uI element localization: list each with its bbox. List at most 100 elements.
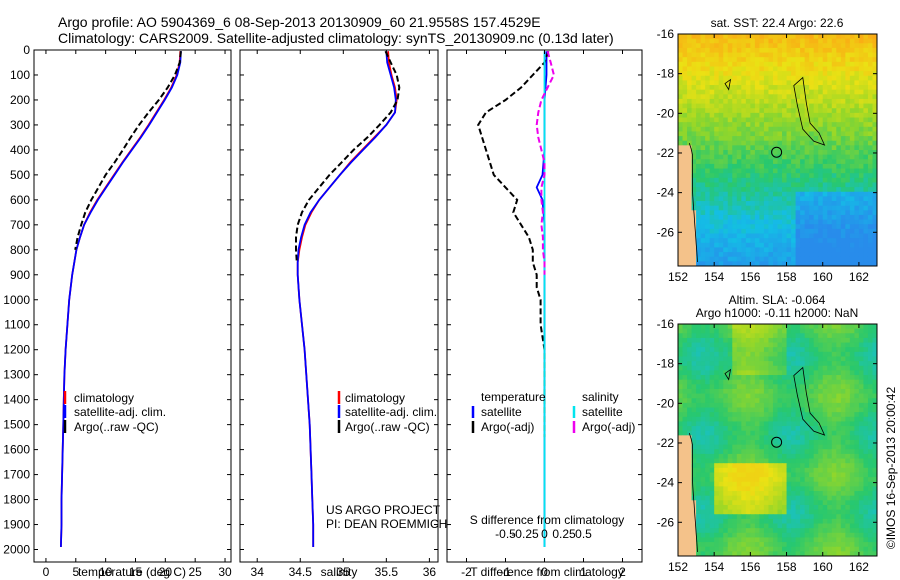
map-cell — [795, 491, 801, 497]
map-cell — [727, 252, 733, 258]
map-cell — [714, 532, 720, 539]
map-cell — [768, 117, 774, 123]
map-cell — [768, 518, 774, 525]
map-cell — [863, 528, 869, 534]
map-cell — [845, 108, 851, 114]
map-cell — [736, 140, 742, 146]
map-cell — [687, 145, 693, 151]
map-cell — [804, 43, 810, 49]
map-cell — [750, 182, 756, 188]
map-cell — [754, 416, 761, 423]
map-y-tick-label: -18 — [657, 357, 675, 371]
map-cell — [863, 214, 869, 221]
map-cell — [795, 444, 801, 450]
map-cell — [791, 402, 797, 409]
map-cell — [768, 57, 774, 63]
map-cell — [718, 393, 724, 399]
map-cell — [840, 173, 846, 179]
map-cell — [732, 159, 738, 165]
map-cell — [786, 247, 792, 253]
map-cell — [827, 126, 833, 133]
map-cell — [727, 182, 733, 188]
map-cell — [813, 467, 819, 474]
map-cell — [768, 131, 774, 137]
map-cell — [727, 163, 733, 170]
map-cell — [858, 242, 865, 249]
map-cell — [804, 182, 810, 188]
map-cell — [718, 261, 724, 266]
map-cell — [822, 435, 828, 441]
map-cell — [822, 196, 828, 202]
map-cell — [691, 546, 697, 552]
map-cell — [732, 402, 738, 409]
map-cell — [696, 356, 702, 362]
map-cell — [759, 57, 765, 63]
map-cell — [763, 126, 770, 133]
map-cell — [682, 196, 688, 202]
map-cell — [763, 89, 770, 95]
map-cell — [705, 472, 711, 478]
map-cell — [849, 122, 855, 128]
map-cell — [736, 324, 742, 330]
map-cell — [777, 247, 783, 253]
map-cell — [804, 551, 810, 556]
map-cell — [714, 416, 720, 423]
map-cell — [700, 463, 706, 469]
map-cell — [813, 324, 819, 330]
map-cell — [745, 370, 751, 376]
map-cell — [696, 430, 702, 436]
map-cell — [795, 361, 801, 367]
map-cell — [827, 546, 833, 552]
map-cell — [854, 71, 860, 77]
map-cell — [763, 495, 770, 501]
map-cell — [714, 324, 720, 330]
map-cell — [827, 337, 833, 344]
map-cell — [709, 117, 715, 123]
map-cell — [754, 150, 761, 156]
map-cell — [791, 122, 797, 128]
map-cell — [736, 430, 742, 436]
map-cell — [709, 528, 715, 534]
map-cell — [867, 402, 874, 409]
map-cell — [741, 398, 747, 404]
map-cell — [818, 252, 824, 258]
map-cell — [745, 52, 751, 58]
map-cell — [772, 393, 779, 399]
map-cell — [745, 463, 751, 469]
map-cell — [813, 140, 819, 146]
map-cell — [750, 154, 756, 160]
map-cell — [818, 150, 824, 156]
map-cell — [678, 228, 684, 235]
map-cell — [745, 173, 751, 179]
map-cell — [763, 328, 770, 334]
map-cell — [831, 375, 837, 381]
map-cell — [678, 532, 684, 539]
map-cell — [818, 261, 824, 266]
map-cell — [804, 481, 810, 487]
map-cell — [745, 89, 751, 95]
map-cell — [791, 214, 797, 221]
map-cell — [745, 421, 751, 427]
map-cell — [809, 173, 815, 179]
map-cell — [872, 546, 877, 552]
map-cell — [727, 103, 733, 109]
map-cell — [818, 196, 824, 202]
map-cell — [696, 187, 702, 193]
map-cell — [709, 328, 715, 334]
map-cell — [854, 430, 860, 436]
map-cell — [750, 347, 756, 353]
map-cell — [750, 379, 756, 385]
map-cell — [718, 43, 724, 49]
map-cell — [714, 361, 720, 367]
map-cell — [813, 233, 819, 239]
map-cell — [858, 421, 865, 427]
map-cell — [682, 449, 688, 455]
map-cell — [845, 66, 851, 72]
map-cell — [867, 57, 874, 63]
map-cell — [714, 351, 720, 358]
map-cell — [804, 256, 810, 262]
map-cell — [863, 126, 869, 133]
map-cell — [840, 228, 846, 235]
map-cell — [723, 34, 729, 40]
map-cell — [800, 393, 806, 399]
